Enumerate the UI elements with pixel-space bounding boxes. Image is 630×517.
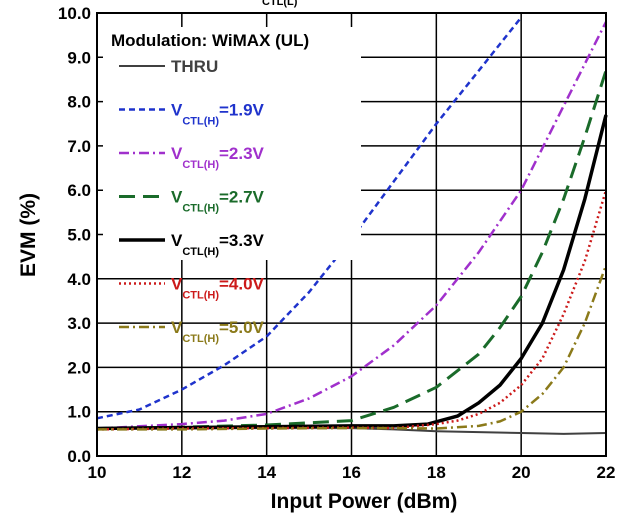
series-line-3 bbox=[96, 70, 608, 430]
x-axis-title: Input Power (dBm) bbox=[271, 490, 458, 513]
x-tick-label: 18 bbox=[427, 463, 446, 482]
y-tick-label: 10.0 bbox=[58, 4, 91, 23]
y-tick-label: 9.0 bbox=[67, 48, 91, 67]
y-tick-label: 5.0 bbox=[67, 226, 91, 245]
series-line-2 bbox=[96, 21, 608, 430]
y-tick-label: 4.0 bbox=[67, 270, 91, 289]
x-tick-label: 12 bbox=[172, 463, 191, 482]
y-tick-label: 2.0 bbox=[67, 358, 91, 377]
x-tick-label: 10 bbox=[88, 463, 107, 482]
y-tick-label: 6.0 bbox=[67, 181, 91, 200]
y-tick-label: 8.0 bbox=[67, 93, 91, 112]
x-tick-label: 22 bbox=[597, 463, 616, 482]
legend-label-1: VCTL(H)=1.9V bbox=[171, 101, 265, 128]
legend-label-5: VCTL(H)=4.0V bbox=[171, 275, 265, 302]
x-tick-label: 14 bbox=[257, 463, 276, 482]
y-tick-label: 7.0 bbox=[67, 137, 91, 156]
legend-label-2: VCTL(H)=2.3V bbox=[171, 144, 265, 171]
x-tick-label: 20 bbox=[512, 463, 531, 482]
y-tick-labels: 0.0 1.0 2.0 3.0 4.0 5.0 6.0 7.0 8.0 9.0 10.0 bbox=[58, 4, 91, 466]
legend-label-6: VCTL(H)=5.0V bbox=[171, 318, 265, 345]
y-tick-label: 3.0 bbox=[67, 314, 91, 333]
legend-label-3: VCTL(H)=2.7V bbox=[171, 188, 265, 215]
y-axis-title: EVM (%) bbox=[17, 193, 40, 277]
legend-label-4: VCTL(H)=3.3V bbox=[171, 231, 265, 258]
legend: Modulation: WiMAX (UL) THRU VCTL(H)=1.9V VC… bbox=[111, 31, 309, 345]
legend-title: Modulation: WiMAX (UL) bbox=[111, 31, 309, 50]
legend-label-0: THRU bbox=[171, 57, 218, 76]
series-line-4 bbox=[96, 114, 608, 431]
y-tick-label: 1.0 bbox=[67, 403, 91, 422]
y-tick-label: 0.0 bbox=[67, 447, 91, 466]
x-tick-label: 16 bbox=[342, 463, 361, 482]
plot-frame bbox=[96, 12, 607, 457]
top-partial-label: CTL(L) bbox=[262, 0, 298, 8]
x-tick-labels: 10 12 14 16 18 20 22 bbox=[88, 463, 616, 482]
series-lines bbox=[96, 16, 608, 435]
series-line-1 bbox=[96, 16, 523, 420]
series-line-6 bbox=[97, 265, 608, 431]
